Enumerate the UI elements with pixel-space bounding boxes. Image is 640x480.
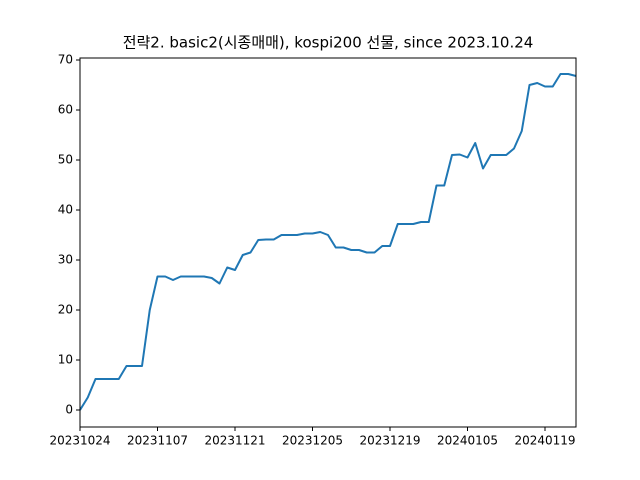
x-tick-label: 20231107 (127, 434, 188, 448)
x-tick-label: 20231219 (359, 434, 420, 448)
y-tick-label: 20 (58, 303, 73, 317)
axes-frame (79, 57, 577, 428)
y-tick-label: 0 (65, 403, 73, 417)
x-tick-label: 20240105 (437, 434, 498, 448)
y-tick-label: 70 (58, 53, 73, 67)
x-tick-label: 20240119 (514, 434, 575, 448)
y-tick-label: 60 (58, 103, 73, 117)
line-series (79, 73, 577, 411)
y-tick-label: 50 (58, 153, 73, 167)
x-tick-label: 20231205 (282, 434, 343, 448)
y-tick-label: 40 (58, 203, 73, 217)
y-tick-label: 30 (58, 253, 73, 267)
x-tick-label: 20231024 (49, 434, 110, 448)
y-tick-label: 10 (58, 353, 73, 367)
chart-title: 전략2. basic2(시종매매), kospi200 선물, since 20… (123, 34, 534, 52)
x-tick-label: 20231121 (204, 434, 265, 448)
